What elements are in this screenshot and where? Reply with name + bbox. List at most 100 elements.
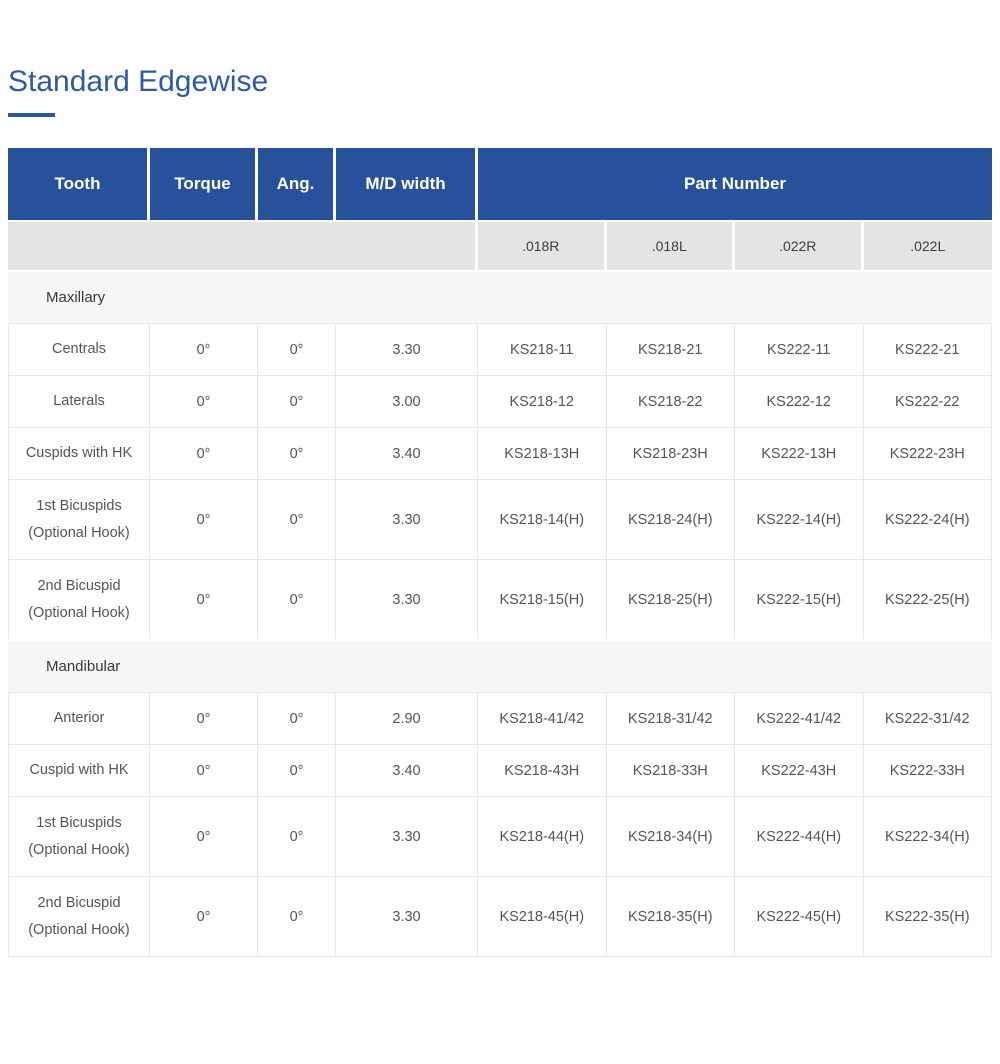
torque-cell: 0° <box>150 877 258 956</box>
col-header-ang: Ang. <box>258 148 336 220</box>
part-number-cell: KS222-43H <box>735 745 864 796</box>
tooth-cell: 2nd Bicuspid (Optional Hook) <box>8 560 150 639</box>
torque-cell: 0° <box>150 745 258 796</box>
md-width-cell: 3.00 <box>336 376 478 427</box>
part-number-cell: KS222-31/42 <box>863 693 992 744</box>
tooth-cell: Anterior <box>8 693 150 744</box>
part-number-cell: KS218-45(H) <box>478 877 607 956</box>
title-underline <box>8 113 55 117</box>
section-header-mandibular: Mandibular <box>8 639 992 692</box>
col-header-md-width: M/D width <box>336 148 478 220</box>
torque-cell: 0° <box>150 324 258 375</box>
part-number-cell: KS222-35(H) <box>863 877 992 956</box>
part-number-cell: KS218-14(H) <box>478 480 607 559</box>
table-row: Anterior 0° 0° 2.90 KS218-41/42 KS218-31… <box>8 692 992 744</box>
part-number-cell: KS222-22 <box>863 376 992 427</box>
part-number-cell: KS222-34(H) <box>863 797 992 876</box>
col-header-torque: Torque <box>150 148 258 220</box>
tooth-note: (Optional Hook) <box>28 841 130 858</box>
part-number-cell: KS222-12 <box>735 376 864 427</box>
table-row: 2nd Bicuspid (Optional Hook) 0° 0° 3.30 … <box>8 876 992 956</box>
table-row: 1st Bicuspids (Optional Hook) 0° 0° 3.30… <box>8 479 992 559</box>
md-width-cell: 2.90 <box>336 693 478 744</box>
part-number-cell: KS218-23H <box>606 428 735 479</box>
ang-cell: 0° <box>258 797 336 876</box>
ang-cell: 0° <box>258 693 336 744</box>
ang-cell: 0° <box>258 324 336 375</box>
page: Standard Edgewise Tooth Torque Ang. M/D … <box>0 64 1000 1064</box>
part-number-cell: KS222-25(H) <box>863 560 992 639</box>
torque-cell: 0° <box>150 376 258 427</box>
part-number-cell: KS222-11 <box>735 324 864 375</box>
tooth-cell: 2nd Bicuspid (Optional Hook) <box>8 877 150 956</box>
part-number-cell: KS222-41/42 <box>735 693 864 744</box>
tooth-name: 2nd Bicuspid <box>37 894 121 911</box>
ang-cell: 0° <box>258 376 336 427</box>
part-number-cell: KS222-24(H) <box>863 480 992 559</box>
tooth-cell: 1st Bicuspids (Optional Hook) <box>8 797 150 876</box>
size-header-022l: .022L <box>863 220 992 270</box>
part-number-cell: KS218-21 <box>606 324 735 375</box>
torque-cell: 0° <box>150 560 258 639</box>
tooth-name: 1st Bicuspids <box>36 497 122 514</box>
tooth-note: (Optional Hook) <box>28 524 130 541</box>
torque-cell: 0° <box>150 428 258 479</box>
table-row: 1st Bicuspids (Optional Hook) 0° 0° 3.30… <box>8 796 992 876</box>
tooth-cell: 1st Bicuspids (Optional Hook) <box>8 480 150 559</box>
ang-cell: 0° <box>258 745 336 796</box>
ang-cell: 0° <box>258 428 336 479</box>
md-width-cell: 3.40 <box>336 428 478 479</box>
page-title: Standard Edgewise <box>8 65 269 98</box>
part-number-cell: KS218-44(H) <box>478 797 607 876</box>
size-header-018l: .018L <box>606 220 735 270</box>
tooth-cell: Cuspid with HK <box>8 745 150 796</box>
tooth-cell: Cuspids with HK <box>8 428 150 479</box>
md-width-cell: 3.30 <box>336 324 478 375</box>
part-number-cell: KS218-34(H) <box>606 797 735 876</box>
part-number-cell: KS222-23H <box>863 428 992 479</box>
tooth-note: (Optional Hook) <box>28 921 130 938</box>
part-number-cell: KS218-25(H) <box>606 560 735 639</box>
part-number-cell: KS222-21 <box>863 324 992 375</box>
tooth-note: (Optional Hook) <box>28 604 130 621</box>
part-number-cell: KS218-33H <box>606 745 735 796</box>
spec-table: Tooth Torque Ang. M/D width Part Number … <box>8 148 992 957</box>
part-number-cell: KS218-41/42 <box>478 693 607 744</box>
part-number-cell: KS218-24(H) <box>606 480 735 559</box>
ang-cell: 0° <box>258 877 336 956</box>
md-width-cell: 3.30 <box>336 797 478 876</box>
torque-cell: 0° <box>150 797 258 876</box>
part-number-cell: KS222-33H <box>863 745 992 796</box>
part-number-cell: KS218-22 <box>606 376 735 427</box>
part-number-cell: KS222-45(H) <box>735 877 864 956</box>
md-width-cell: 3.30 <box>336 560 478 639</box>
size-subheader-row: .018R .018L .022R .022L <box>8 220 992 270</box>
col-header-tooth: Tooth <box>8 148 150 220</box>
part-number-cell: KS222-44(H) <box>735 797 864 876</box>
table-row: Centrals 0° 0° 3.30 KS218-11 KS218-21 KS… <box>8 323 992 375</box>
part-number-cell: KS222-14(H) <box>735 480 864 559</box>
tooth-cell: Laterals <box>8 376 150 427</box>
torque-cell: 0° <box>150 480 258 559</box>
md-width-cell: 3.30 <box>336 877 478 956</box>
part-number-cell: KS218-35(H) <box>606 877 735 956</box>
size-header-022r: .022R <box>735 220 864 270</box>
table-row: 2nd Bicuspid (Optional Hook) 0° 0° 3.30 … <box>8 559 992 639</box>
table-row: Cuspids with HK 0° 0° 3.40 KS218-13H KS2… <box>8 427 992 479</box>
part-number-cell: KS218-31/42 <box>606 693 735 744</box>
md-width-cell: 3.30 <box>336 480 478 559</box>
subheader-blank-cell <box>8 220 478 270</box>
ang-cell: 0° <box>258 480 336 559</box>
part-number-cell: KS222-15(H) <box>735 560 864 639</box>
part-number-cell: KS218-43H <box>478 745 607 796</box>
col-header-part-number: Part Number <box>478 148 992 220</box>
tooth-name: 1st Bicuspids <box>36 814 122 831</box>
table-header-row: Tooth Torque Ang. M/D width Part Number <box>8 148 992 220</box>
table-row: Cuspid with HK 0° 0° 3.40 KS218-43H KS21… <box>8 744 992 796</box>
size-header-018r: .018R <box>478 220 607 270</box>
part-number-cell: KS218-13H <box>478 428 607 479</box>
part-number-cell: KS218-15(H) <box>478 560 607 639</box>
tooth-cell: Centrals <box>8 324 150 375</box>
part-number-cell: KS222-13H <box>735 428 864 479</box>
part-number-cell: KS218-12 <box>478 376 607 427</box>
